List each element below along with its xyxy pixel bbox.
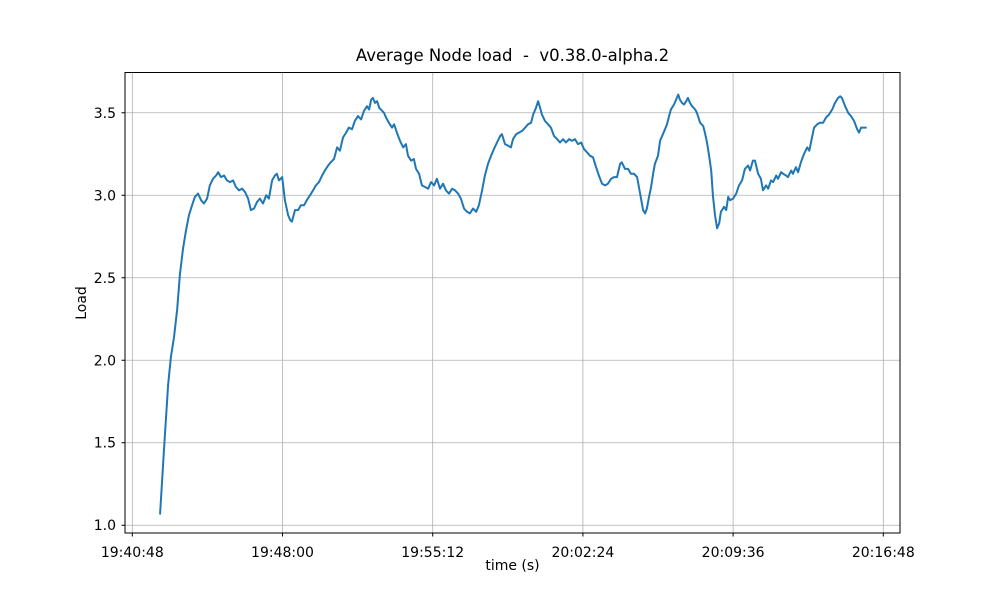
plot-border [124,72,901,534]
x-tick-label: 20:16:48 [852,545,915,561]
x-tick-label: 19:48:00 [251,545,314,561]
x-tick-label: 19:40:48 [101,545,164,561]
load-series-line [159,93,867,515]
y-tick-label: 2.0 [94,353,116,369]
y-tick-label: 1.0 [94,518,116,534]
x-tick-label: 20:09:36 [702,545,765,561]
y-axis-label: Load [74,286,90,320]
y-tick-label: 1.5 [94,436,116,452]
x-axis-label: time (s) [485,558,540,574]
x-tick-label: 20:02:24 [551,545,614,561]
chart-title: Average Node load - v0.38.0-alpha.2 [355,46,670,65]
y-tick-label: 3.5 [94,106,116,122]
x-tick-label: 19:55:12 [401,545,464,561]
y-tick-label: 3.0 [94,188,116,204]
y-tick-label: 2.5 [94,271,116,287]
